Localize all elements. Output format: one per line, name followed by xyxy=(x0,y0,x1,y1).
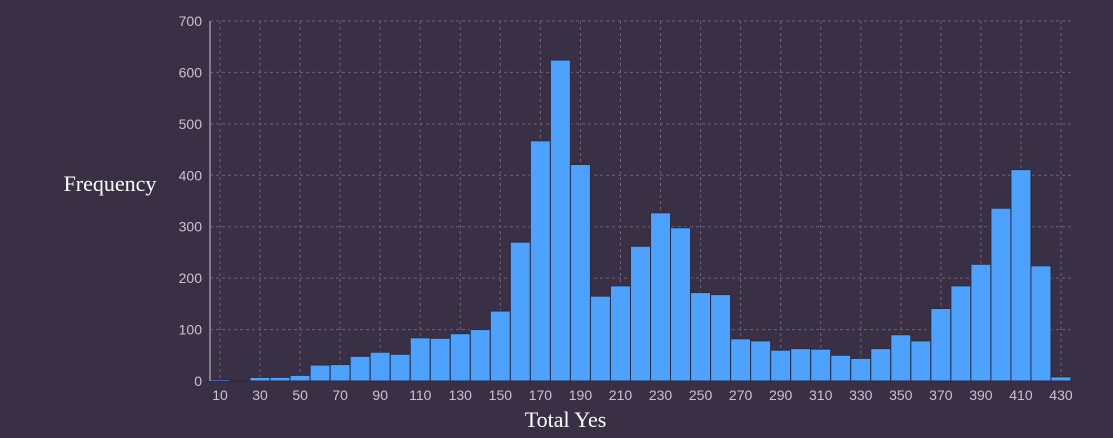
y-tick-label: 400 xyxy=(179,167,203,183)
x-tick-label: 210 xyxy=(609,387,633,403)
histogram-bar xyxy=(489,310,511,382)
histogram-bar xyxy=(770,349,792,382)
histogram-bar xyxy=(790,348,812,382)
x-tick-label: 90 xyxy=(372,387,388,403)
histogram-bar xyxy=(1030,265,1052,382)
x-tick-label: 430 xyxy=(1049,387,1073,403)
x-tick-label: 330 xyxy=(849,387,873,403)
histogram-bar xyxy=(609,285,631,382)
x-tick-label: 70 xyxy=(332,387,348,403)
histogram-bar xyxy=(1050,376,1072,382)
x-tick-label: 390 xyxy=(969,387,993,403)
histogram-bar xyxy=(509,241,531,382)
histogram-bar xyxy=(629,245,652,382)
histogram-bar xyxy=(830,354,852,382)
histogram-bar xyxy=(650,212,672,382)
histogram-bar xyxy=(329,364,351,382)
histogram-bar xyxy=(269,376,291,382)
histogram-bar xyxy=(850,357,872,382)
histogram-bar xyxy=(529,140,551,382)
x-tick-label: 370 xyxy=(929,387,953,403)
x-tick-label: 110 xyxy=(409,387,432,403)
x-axis-title: Total Yes xyxy=(525,407,607,432)
y-tick-labels: 0 100 200 300 400 500 600 700 xyxy=(179,13,203,389)
histogram-bar xyxy=(249,376,271,382)
y-tick-label: 0 xyxy=(194,373,202,389)
histogram-bar xyxy=(569,163,591,382)
x-tick-label: 270 xyxy=(729,387,753,403)
histogram-bar xyxy=(930,307,952,382)
x-tick-label: 230 xyxy=(649,387,673,403)
x-tick-label: 130 xyxy=(449,387,473,403)
x-tick-label: 250 xyxy=(689,387,713,403)
x-tick-label: 50 xyxy=(292,387,308,403)
histogram-bar xyxy=(690,292,712,382)
x-tick-label: 30 xyxy=(252,387,268,403)
bars xyxy=(209,59,1072,382)
y-tick-label: 700 xyxy=(179,13,203,29)
histogram-bar xyxy=(710,294,732,382)
x-tick-label: 290 xyxy=(769,387,793,403)
histogram-bar xyxy=(890,334,912,382)
y-tick-label: 200 xyxy=(179,270,203,286)
y-axis-title: Frequency xyxy=(64,171,157,196)
histogram-bar xyxy=(469,329,491,382)
histogram-bar xyxy=(289,374,311,382)
x-tick-label: 190 xyxy=(569,387,593,403)
histogram-bar xyxy=(209,378,231,382)
histogram-bar xyxy=(730,338,752,382)
x-tick-label: 310 xyxy=(809,387,833,403)
y-tick-label: 100 xyxy=(179,322,203,338)
x-tick-label: 10 xyxy=(212,387,228,403)
y-tick-label: 600 xyxy=(179,64,203,80)
histogram-bar xyxy=(369,351,391,382)
x-tick-label: 350 xyxy=(889,387,913,403)
histogram-bar xyxy=(990,207,1012,382)
histogram-bar xyxy=(349,355,371,382)
x-tick-label: 150 xyxy=(489,387,513,403)
histogram-bar xyxy=(1010,169,1032,382)
histogram-bar xyxy=(229,379,251,382)
histogram-bar xyxy=(409,337,431,382)
histogram-bar xyxy=(549,59,571,382)
histogram-bar xyxy=(309,364,331,382)
histogram-bar xyxy=(670,227,692,382)
x-tick-labels: 10 30 50 70 90 110 130 150 170 190 210 230 250 270 290… xyxy=(212,387,1073,403)
histogram-bar xyxy=(429,337,451,382)
x-tick-label: 410 xyxy=(1009,387,1033,403)
histogram-bar xyxy=(449,333,471,382)
histogram-bar xyxy=(910,340,932,382)
y-tick-label: 500 xyxy=(179,116,203,132)
x-tick-label: 170 xyxy=(529,387,553,403)
histogram-bar xyxy=(389,353,411,382)
histogram-bar xyxy=(950,285,972,382)
histogram-bar xyxy=(589,295,611,382)
histogram-bar xyxy=(810,348,832,382)
histogram-bar xyxy=(870,348,892,382)
y-tick-label: 300 xyxy=(179,219,203,235)
histogram-bar xyxy=(750,340,772,382)
histogram-bar xyxy=(970,263,992,382)
